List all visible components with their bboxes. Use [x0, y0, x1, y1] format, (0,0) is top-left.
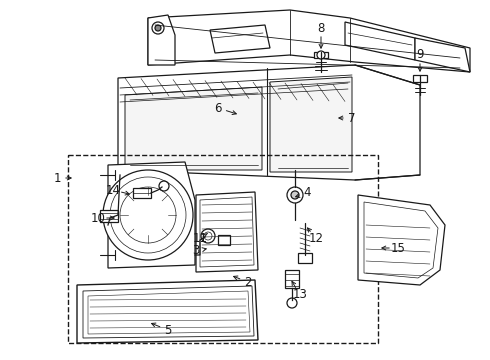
Polygon shape — [118, 65, 420, 180]
Text: 1: 1 — [53, 171, 61, 184]
Circle shape — [317, 51, 325, 59]
Bar — [218, 235, 230, 245]
Text: 11: 11 — [193, 231, 207, 244]
Polygon shape — [200, 197, 254, 267]
Polygon shape — [415, 38, 470, 72]
Text: 13: 13 — [293, 288, 307, 302]
Text: 9: 9 — [416, 49, 424, 62]
Text: 14: 14 — [105, 184, 121, 197]
Polygon shape — [148, 10, 470, 72]
Polygon shape — [345, 22, 415, 60]
Text: 7: 7 — [348, 112, 356, 125]
Bar — [133, 188, 151, 198]
Text: 10: 10 — [91, 211, 105, 225]
Text: 4: 4 — [303, 186, 311, 199]
Circle shape — [291, 191, 299, 199]
Text: 5: 5 — [164, 324, 171, 337]
Bar — [298, 253, 312, 263]
Text: 15: 15 — [391, 242, 405, 255]
Text: 12: 12 — [309, 231, 323, 244]
Polygon shape — [210, 25, 270, 53]
Polygon shape — [125, 87, 262, 170]
Bar — [68, 155, 378, 343]
Polygon shape — [270, 77, 352, 172]
Polygon shape — [358, 195, 445, 285]
Text: 2: 2 — [244, 275, 252, 288]
Bar — [100, 210, 118, 222]
Text: 6: 6 — [214, 102, 222, 114]
Polygon shape — [77, 280, 258, 343]
Polygon shape — [108, 162, 195, 268]
Text: 8: 8 — [318, 22, 325, 35]
Polygon shape — [196, 192, 258, 272]
Text: 3: 3 — [192, 244, 200, 257]
Circle shape — [103, 170, 193, 260]
Polygon shape — [413, 75, 427, 82]
Polygon shape — [148, 15, 175, 65]
Circle shape — [155, 25, 161, 31]
Polygon shape — [314, 52, 328, 58]
Polygon shape — [83, 286, 254, 338]
Bar — [285, 270, 299, 288]
